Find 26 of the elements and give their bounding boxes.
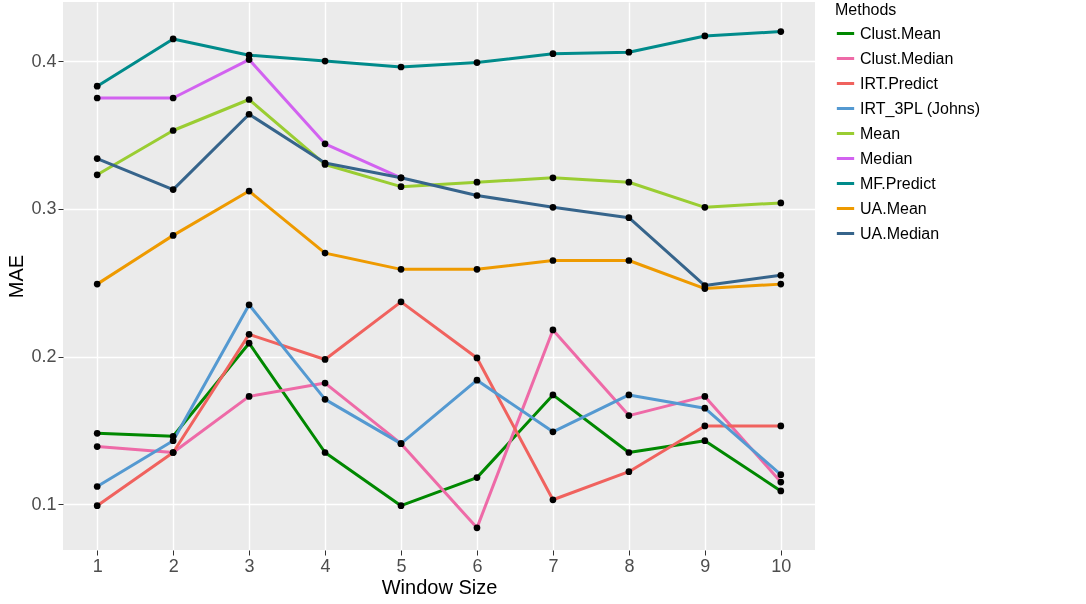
x-tick-label: 3 [244, 555, 255, 576]
legend-label: Mean [860, 124, 901, 142]
y-tick-label: 0.3 [31, 198, 57, 219]
legend-title: Methods [835, 1, 897, 18]
x-tick-label: 2 [168, 555, 179, 576]
x-tick-label: 9 [700, 555, 711, 576]
x-tick-label: 1 [92, 555, 103, 576]
y-axis-title: MAE [5, 254, 28, 299]
x-tick-label: 4 [320, 555, 331, 576]
y-tick-label: 0.4 [31, 50, 57, 71]
legend-label: MF.Predict [860, 174, 937, 192]
x-tick-label: 6 [472, 555, 483, 576]
legend-label: Median [860, 149, 913, 167]
y-tick-label: 0.2 [31, 346, 57, 366]
legend-label: Clust.Mean [860, 24, 941, 42]
x-tick-label: 8 [624, 555, 635, 576]
x-tick-label: 5 [396, 555, 407, 576]
x-axis-title: Window Size [381, 575, 498, 598]
y-tick-label: 0.1 [31, 493, 57, 514]
legend-label: UA.Mean [860, 199, 927, 217]
x-tick-label: 10 [771, 555, 792, 576]
legend-label: IRT.Predict [860, 74, 939, 92]
legend-label: IRT_3PL (Johns) [860, 99, 981, 118]
legend-label: UA.Median [860, 224, 940, 242]
x-tick-label: 7 [548, 555, 559, 576]
legend-label: Clust.Median [860, 49, 954, 67]
